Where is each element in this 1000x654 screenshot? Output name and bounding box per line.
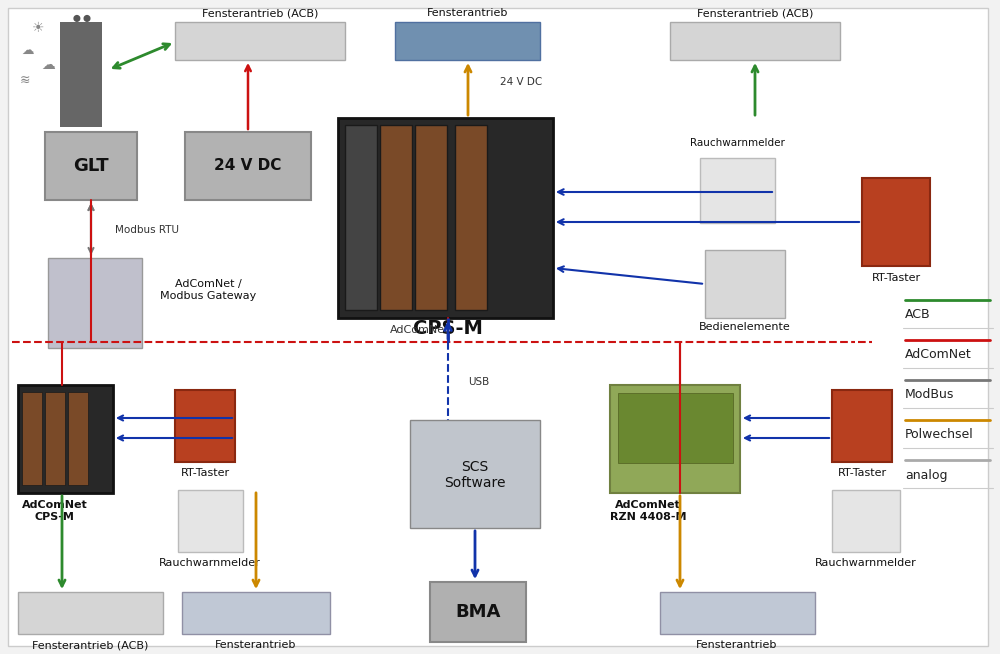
Bar	[48, 258, 142, 348]
Text: ≋: ≋	[20, 73, 30, 86]
Text: AdComNet
CPS-M: AdComNet CPS-M	[22, 500, 88, 522]
Text: ⬤ ⬤: ⬤ ⬤	[73, 14, 91, 22]
Text: AdComNet
RZN 4408-M: AdComNet RZN 4408-M	[610, 500, 686, 522]
Text: ☁: ☁	[41, 58, 55, 72]
Bar	[45, 392, 65, 485]
Bar	[345, 125, 377, 310]
Bar	[45, 132, 137, 200]
Bar	[455, 125, 487, 310]
Text: Fensterantrieb: Fensterantrieb	[215, 640, 297, 650]
Text: RT-Taster: RT-Taster	[871, 273, 921, 283]
Bar	[182, 592, 330, 634]
Bar	[862, 178, 930, 266]
Text: ACB: ACB	[905, 309, 931, 322]
Text: Rauchwarnmelder: Rauchwarnmelder	[815, 558, 917, 568]
Bar	[415, 125, 447, 310]
Bar	[618, 393, 733, 463]
Text: BMA: BMA	[455, 603, 501, 621]
Text: RT-Taster: RT-Taster	[837, 468, 887, 478]
Text: 24 V DC: 24 V DC	[214, 158, 282, 173]
Text: analog: analog	[905, 468, 948, 481]
Text: ☁: ☁	[22, 44, 34, 56]
Bar	[68, 392, 88, 485]
Text: Modbus RTU: Modbus RTU	[115, 225, 179, 235]
Bar	[18, 592, 163, 634]
Bar	[338, 118, 553, 318]
Bar	[705, 250, 785, 318]
Text: AdComNet /
Modbus Gateway: AdComNet / Modbus Gateway	[160, 279, 256, 301]
Text: AdComNet: AdComNet	[390, 325, 450, 335]
Text: Fensterantrieb (ACB): Fensterantrieb (ACB)	[32, 640, 148, 650]
Bar	[610, 385, 740, 493]
Text: Bedienelemente: Bedienelemente	[699, 322, 791, 332]
Bar	[178, 490, 243, 552]
Text: ☀: ☀	[32, 21, 44, 35]
Text: SCS
Software: SCS Software	[444, 460, 506, 490]
Bar	[18, 385, 113, 493]
Bar	[22, 392, 42, 485]
Text: GLT: GLT	[73, 157, 109, 175]
Bar	[380, 125, 412, 310]
Bar	[832, 490, 900, 552]
Text: 24 V DC: 24 V DC	[500, 77, 542, 87]
Bar	[395, 22, 540, 60]
Text: AdComNet: AdComNet	[905, 349, 972, 362]
Text: Fensterantrieb (ACB): Fensterantrieb (ACB)	[202, 8, 318, 18]
Bar	[430, 582, 526, 642]
Bar	[185, 132, 311, 200]
Text: RT-Taster: RT-Taster	[180, 468, 230, 478]
Bar	[175, 22, 345, 60]
Bar	[660, 592, 815, 634]
Bar	[670, 22, 840, 60]
Text: ModBus: ModBus	[905, 388, 954, 402]
Bar	[175, 390, 235, 462]
Text: Fensterantrieb: Fensterantrieb	[696, 640, 778, 650]
Bar	[410, 420, 540, 528]
Bar	[60, 22, 102, 127]
Text: Rauchwarnmelder: Rauchwarnmelder	[690, 138, 784, 148]
Text: Polwechsel: Polwechsel	[905, 428, 974, 441]
Text: USB: USB	[468, 377, 489, 387]
Bar	[700, 158, 775, 223]
Text: Fensterantrieb (ACB): Fensterantrieb (ACB)	[697, 8, 813, 18]
Bar	[832, 390, 892, 462]
Text: Rauchwarnmelder: Rauchwarnmelder	[159, 558, 261, 568]
Text: CPS-M: CPS-M	[413, 318, 483, 337]
Text: Fensterantrieb: Fensterantrieb	[427, 8, 509, 18]
